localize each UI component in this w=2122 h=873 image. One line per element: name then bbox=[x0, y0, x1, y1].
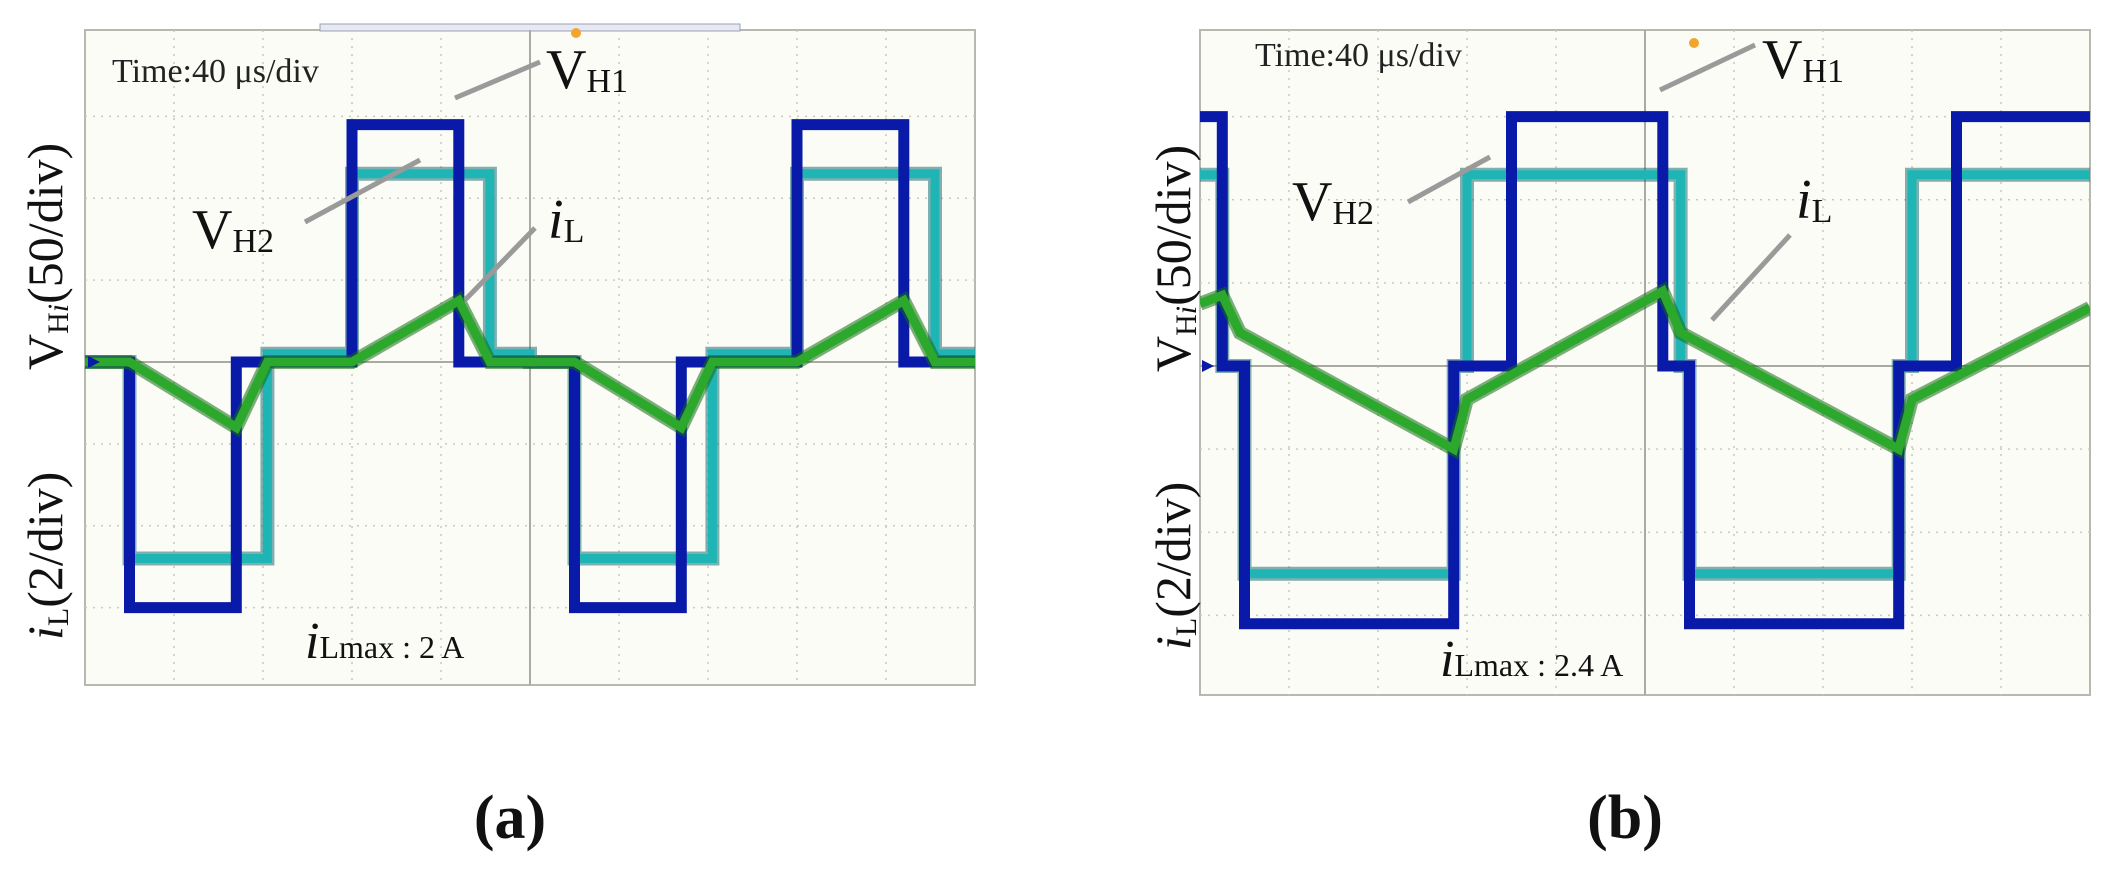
panel-b-vh2-leader bbox=[1406, 154, 1492, 205]
panel-b-vh2-label: VH2 bbox=[1292, 171, 1374, 233]
panel-a-traces bbox=[85, 119, 975, 614]
panel-a: Time:40 μs/div VH1 VH2 iL iLmax : 2 A VH… bbox=[17, 23, 976, 852]
panel-a-il-trace bbox=[85, 294, 975, 434]
panel-b-il-label: iL bbox=[1796, 169, 1832, 231]
panel-b-traces bbox=[1200, 111, 2090, 630]
panel-a-time-label: Time:40 μs/div bbox=[112, 53, 319, 90]
panel-a-il-leader bbox=[463, 226, 537, 302]
panel-b-vh1-label: VH1 bbox=[1762, 29, 1844, 91]
panel-b-caption: (b) bbox=[1587, 784, 1663, 852]
panel-a-vh1-leader bbox=[454, 59, 541, 101]
panel-b-time-label: Time:40 μs/div bbox=[1255, 37, 1462, 74]
panel-a-trigger-marker bbox=[571, 28, 581, 38]
panel-a-vh2-leader bbox=[303, 157, 422, 225]
panel-a-vh2-label: VH2 bbox=[192, 199, 274, 261]
panel-b-vh1-trace bbox=[1200, 111, 2090, 630]
panel-a-il-label: iL bbox=[548, 189, 584, 251]
panel-b-vh1-leader bbox=[1658, 42, 1757, 93]
panel-b-il-leader bbox=[1710, 233, 1792, 322]
panel-a-top-bar bbox=[319, 23, 741, 32]
panel-a-ilmax-label: iLmax : 2 A bbox=[305, 613, 464, 670]
panel-a-caption: (a) bbox=[474, 784, 546, 852]
panel-a-ylabel-bottom: iL(2/div) bbox=[17, 472, 75, 640]
panel-b-trigger-marker bbox=[1689, 38, 1699, 48]
panel-b-il-trace bbox=[1200, 284, 2090, 456]
panel-a-channel-marker bbox=[88, 356, 100, 368]
panel-b-channel-marker bbox=[1202, 360, 1214, 372]
panel-b: Time:40 μs/div VH1 VH2 iL iLmax : 2.4 A … bbox=[1145, 29, 2091, 852]
panel-b-ylabel-bottom: iL(2/div) bbox=[1145, 482, 1203, 650]
panel-b-ylabel-top: VHi(50/div) bbox=[1145, 145, 1203, 372]
panel-a-ylabel-top: VHi(50/div) bbox=[17, 143, 75, 370]
panel-b-ilmax-label: iLmax : 2.4 A bbox=[1440, 631, 1623, 688]
panel-a-vh1-label: VH1 bbox=[546, 39, 628, 101]
